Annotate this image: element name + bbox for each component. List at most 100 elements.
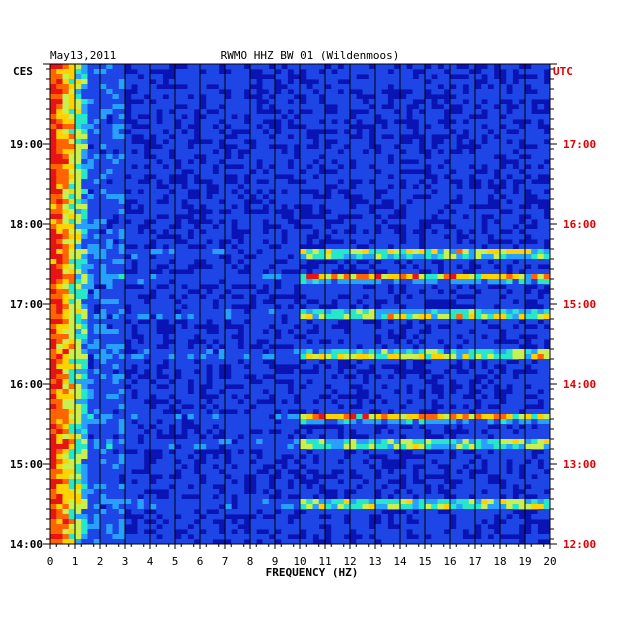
spectrogram-cell [68,449,76,455]
spectrogram-cell [243,294,251,300]
spectrogram-cell [356,429,363,435]
spectrogram-cell [262,439,270,445]
spectrogram-cell [400,109,407,115]
spectrogram-cell [218,259,226,265]
spectrogram-cell [150,279,157,285]
spectrogram-cell [181,484,188,490]
spectrogram-cell [393,469,401,475]
spectrogram-cell [231,314,238,320]
spectrogram-cell [131,474,138,480]
spectrogram-cell [387,419,395,425]
spectrogram-cell [93,239,101,245]
spectrogram-cell [137,389,145,395]
spectrogram-cell [350,354,357,360]
spectrogram-cell [375,174,382,180]
spectrogram-cell [300,469,307,475]
spectrogram-cell [381,234,388,240]
spectrogram-cell [506,254,513,260]
spectrogram-cell [243,239,251,245]
spectrogram-cell [50,79,57,85]
spectrogram-cell [125,489,132,495]
spectrogram-cell [112,139,120,145]
spectrogram-cell [193,234,201,240]
spectrogram-cell [312,449,320,455]
spectrogram-cell [150,194,157,200]
spectrogram-cell [431,484,438,490]
spectrogram-cell [131,144,138,150]
spectrogram-cell [262,304,270,310]
spectrogram-cell [531,459,538,465]
spectrogram-cell [337,199,345,205]
spectrogram-cell [200,484,207,490]
spectrogram-cell [225,269,232,275]
spectrogram-cell [500,409,507,415]
spectrogram-cell [206,339,213,345]
spectrogram-cell [181,459,188,465]
spectrogram-cell [181,134,188,140]
spectrogram-cell [350,479,357,485]
spectrogram-cell [500,414,507,420]
spectrogram-cell [356,314,363,320]
spectrogram-cell [268,434,276,440]
spectrogram-cell [318,409,326,415]
spectrogram-cell [331,89,338,95]
spectrogram-cell [50,259,57,265]
spectrogram-cell [437,189,445,195]
spectrogram-cell [206,474,213,480]
spectrogram-cell [106,479,113,485]
spectrogram-cell [137,444,145,450]
spectrogram-cell [381,414,388,420]
spectrogram-cell [318,89,326,95]
spectrogram-cell [162,464,170,470]
spectrogram-cell [543,269,551,275]
spectrogram-cell [343,484,351,490]
spectrogram-cell [487,109,495,115]
spectrogram-cell [268,184,276,190]
spectrogram-cell [456,349,463,355]
spectrogram-cell [387,399,395,405]
spectrogram-cell [456,409,463,415]
spectrogram-cell [243,459,251,465]
spectrogram-cell [418,304,426,310]
spectrogram-cell [468,349,476,355]
spectrogram-cell [150,74,157,80]
spectrogram-cell [543,299,551,305]
spectrogram-cell [368,479,376,485]
spectrogram-cell [150,274,157,280]
spectrogram-cell [100,449,107,455]
spectrogram-cell [68,144,76,150]
spectrogram-cell [531,124,538,130]
spectrogram-cell [525,134,532,140]
spectrogram-cell [106,159,113,165]
spectrogram-cell [143,159,151,165]
spectrogram-cell [293,189,301,195]
spectrogram-cell [387,389,395,395]
spectrogram-cell [443,184,451,190]
spectrogram-cell [443,79,451,85]
spectrogram-cell [281,309,288,315]
spectrogram-cell [543,254,551,260]
spectrogram-cell [93,379,101,385]
spectrogram-cell [281,354,288,360]
spectrogram-cell [506,344,513,350]
spectrogram-cell [443,334,451,340]
spectrogram-cell [362,224,370,230]
spectrogram-cell [456,244,463,250]
spectrogram-cell [150,224,157,230]
spectrogram-cell [368,349,376,355]
spectrogram-cell [537,184,545,190]
spectrogram-cell [375,439,382,445]
spectrogram-cell [493,139,501,145]
spectrogram-cell [275,464,282,470]
spectrogram-cell [500,169,507,175]
spectrogram-cell [112,484,120,490]
spectrogram-cell [412,144,420,150]
spectrogram-cell [281,224,288,230]
spectrogram-cell [112,294,120,300]
spectrogram-cell [325,354,332,360]
spectrogram-cell [381,64,388,70]
spectrogram-cell [418,254,426,260]
spectrogram-cell [493,224,501,230]
spectrogram-cell [118,379,126,385]
spectrogram-cell [350,279,357,285]
